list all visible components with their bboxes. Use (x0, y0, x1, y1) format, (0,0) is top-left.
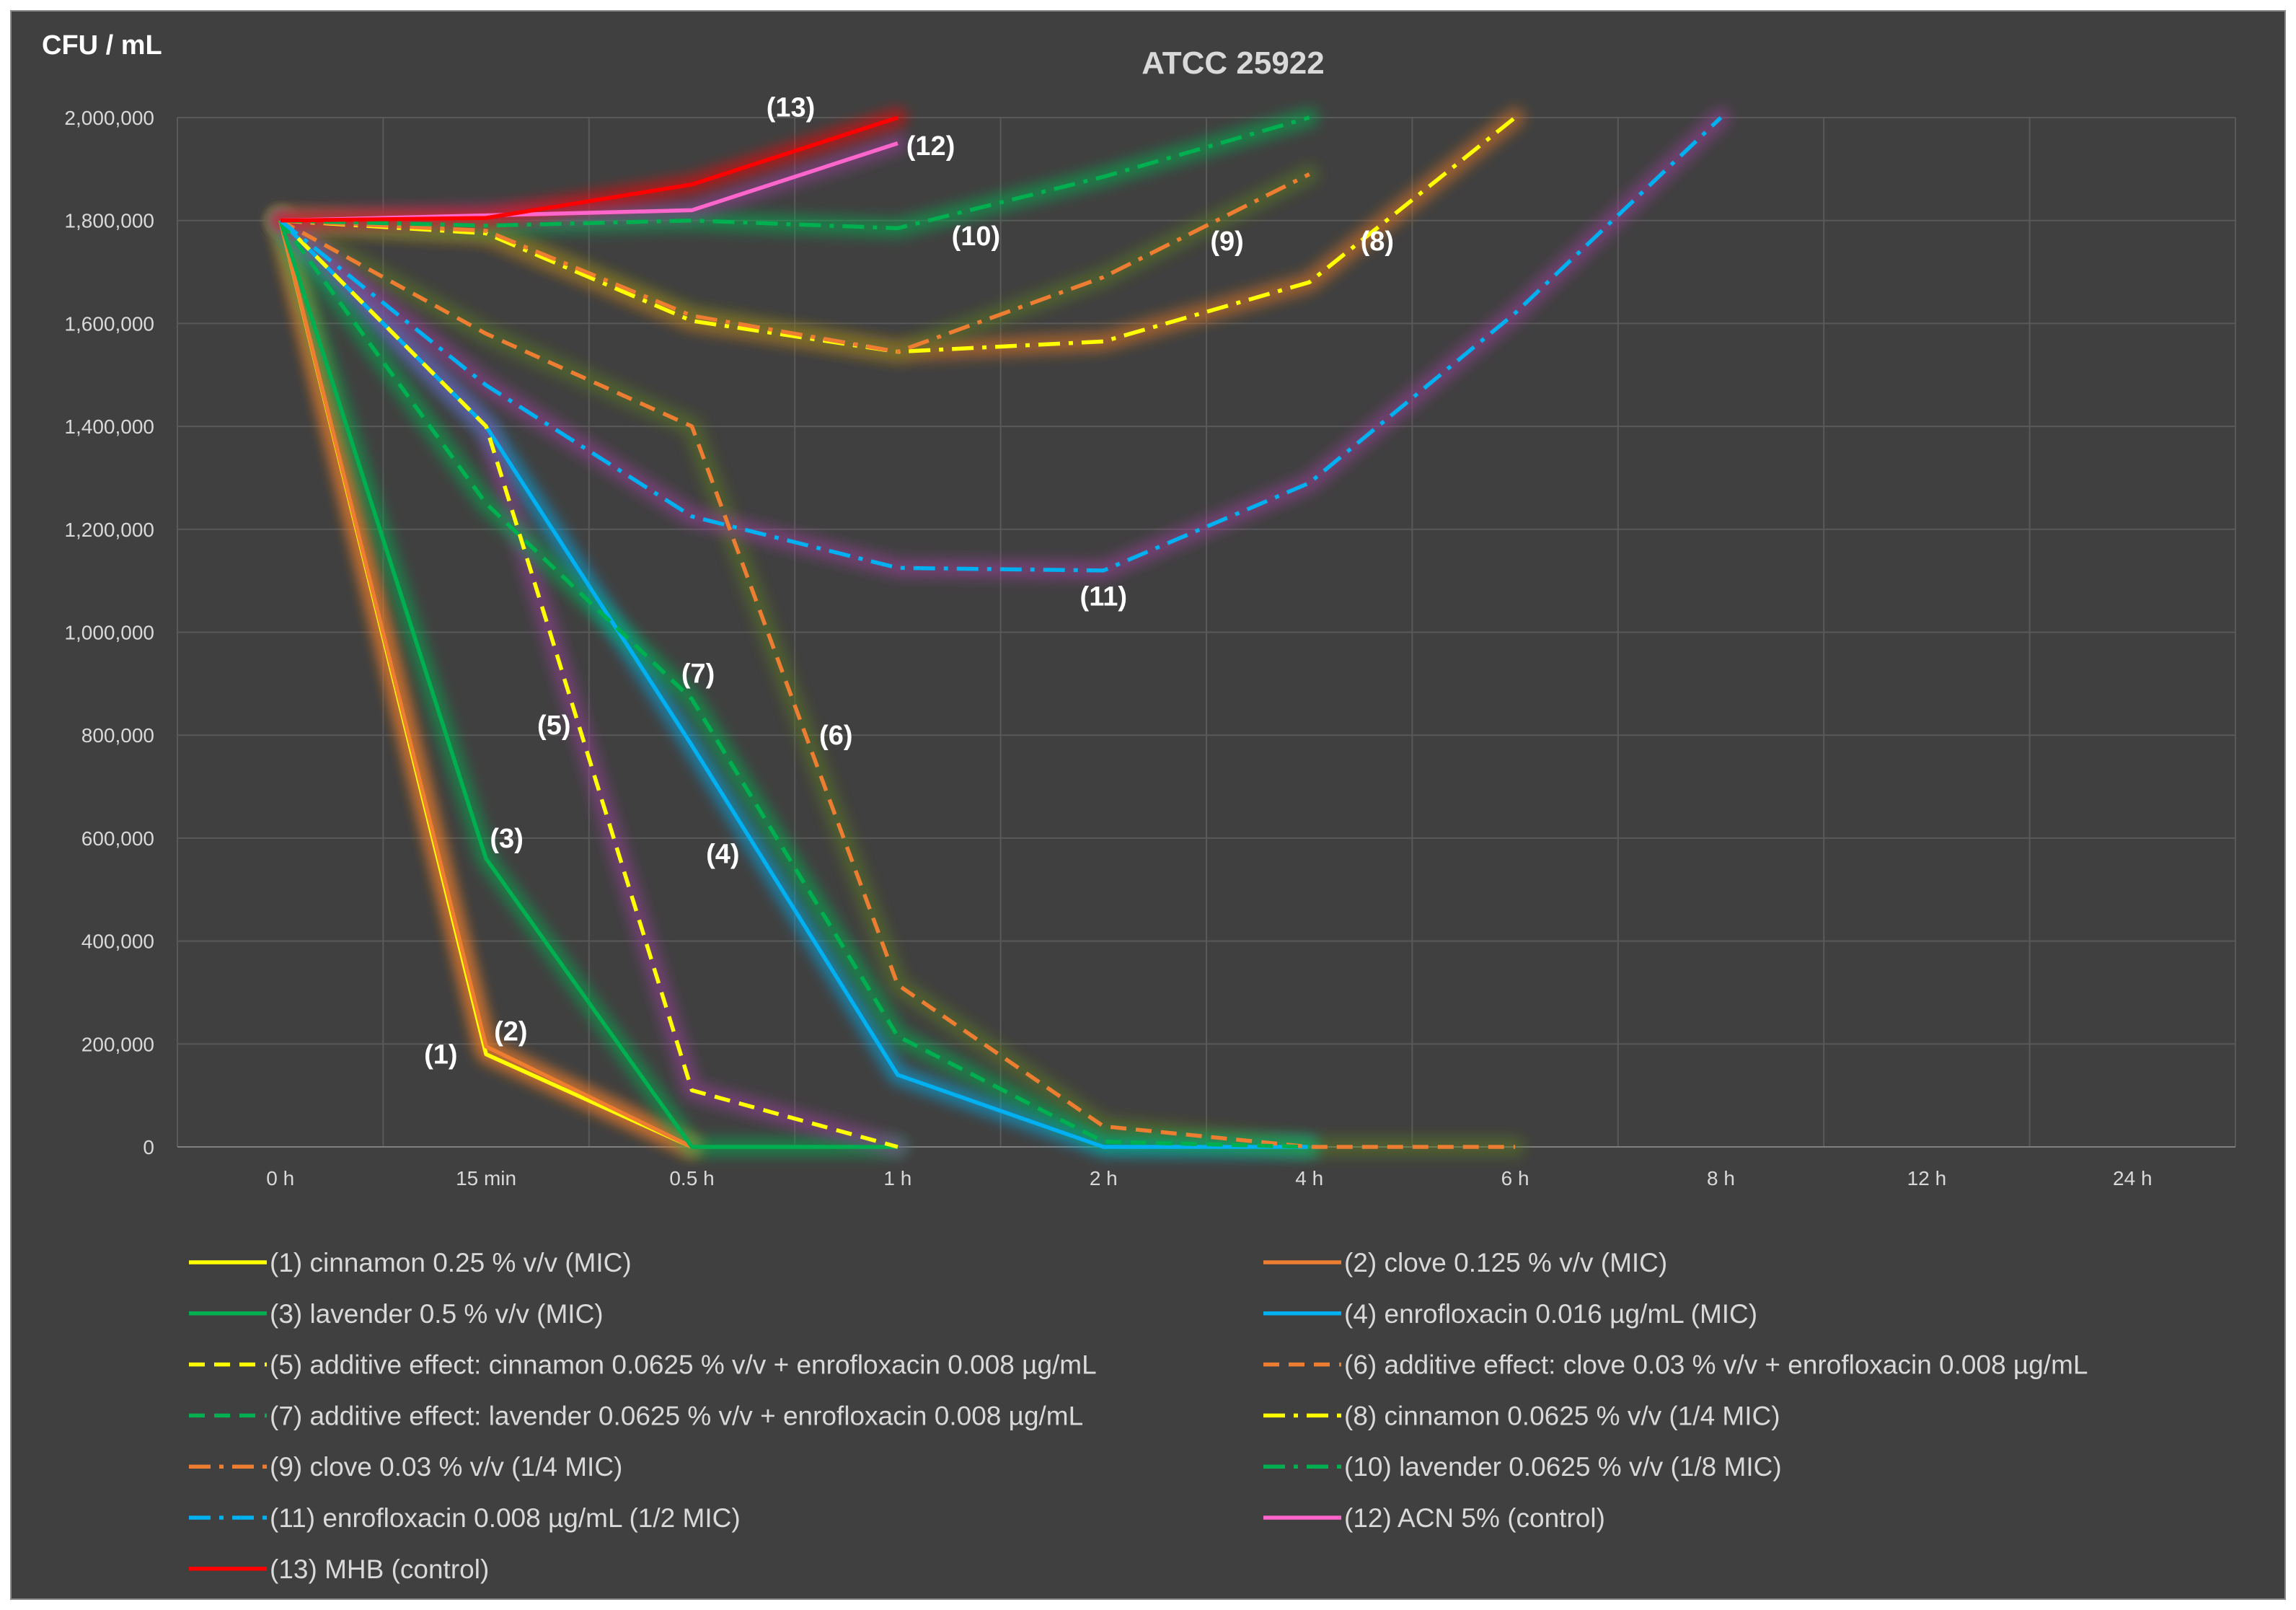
series-glow (270, 211, 702, 1156)
x-axis-ticks: 0 h 15 min 0.5 h 1 h 2 h 4 h 6 h 8 h 12 h 24 h (266, 1167, 2152, 1189)
y-axis-label: CFU / mL (42, 30, 162, 61)
y-tick-label: 800,000 (81, 724, 154, 747)
series-annotation: (13) (767, 93, 816, 123)
series-annotation: (4) (706, 839, 739, 869)
y-tick-label: 200,000 (81, 1033, 154, 1055)
legend-label: (1) cinnamon 0.25 % v/v (MIC) (270, 1248, 632, 1277)
series-annotation: (11) (1080, 582, 1127, 612)
legend-item: (2) clove 0.125 % v/v (MIC) (1263, 1248, 1667, 1277)
x-tick-label: 2 h (1090, 1167, 1118, 1189)
y-tick-label: 1,000,000 (64, 622, 154, 644)
y-tick-label: 2,000,000 (64, 107, 154, 129)
series-annotation: (7) (681, 659, 715, 690)
series-annotation: (1) (424, 1040, 457, 1070)
series-line (280, 115, 1310, 231)
y-axis-ticks: 2,000,000 1,800,000 1,600,000 1,400,000 1,20… (64, 107, 154, 1158)
x-tick-label: 1 h (883, 1167, 911, 1189)
x-tick-label: 4 h (1295, 1167, 1323, 1189)
legend-label: (4) enrofloxacin 0.016 µg/mL (MIC) (1344, 1299, 1757, 1329)
legend-item: (5) additive effect: cinnamon 0.0625 % v… (189, 1350, 1097, 1380)
legend-label: (5) additive effect: cinnamon 0.0625 % v… (270, 1350, 1097, 1380)
legend-item: (4) enrofloxacin 0.016 µg/mL (MIC) (1263, 1299, 1757, 1329)
legend-item: (8) cinnamon 0.0625 % v/v (1/4 MIC) (1263, 1401, 1780, 1430)
y-tick-label: 1,600,000 (64, 312, 154, 335)
series-line (279, 219, 1516, 1149)
series-annotation: (2) (494, 1016, 527, 1047)
y-tick-label: 1,400,000 (64, 415, 154, 438)
series-annotation: (10) (952, 221, 1001, 252)
series-line (280, 172, 1310, 354)
series-annotation: (5) (537, 711, 570, 741)
legend-label: (13) MHB (control) (270, 1554, 489, 1584)
legend-label: (9) clove 0.03 % v/v (1/4 MIC) (270, 1452, 622, 1482)
legend-label: (3) lavender 0.5 % v/v (MIC) (270, 1299, 604, 1329)
legend-item: (10) lavender 0.0625 % v/v (1/8 MIC) (1263, 1452, 1782, 1482)
y-tick-label: 1,800,000 (64, 210, 154, 232)
legend-item: (9) clove 0.03 % v/v (1/4 MIC) (189, 1452, 622, 1482)
series-line (278, 220, 693, 1149)
series-annotation: (3) (490, 824, 523, 854)
legend-item: (11) enrofloxacin 0.008 µg/mL (1/2 MIC) (189, 1503, 741, 1533)
series-annotation: (12) (906, 131, 955, 162)
chart-title: ATCC 25922 (1142, 45, 1325, 81)
series-line (280, 115, 898, 223)
series-annotations: (1) (2) (3) (4) (5) (6) (7) (8) (9) (10) (11) (12) (… (424, 93, 1394, 1070)
y-tick-label: 0 (143, 1136, 154, 1158)
x-tick-label: 24 h (2113, 1167, 2152, 1189)
legend-item: (1) cinnamon 0.25 % v/v (MIC) (189, 1248, 632, 1277)
series-line (278, 219, 898, 1149)
x-tick-label: 15 min (456, 1167, 516, 1189)
y-tick-label: 1,200,000 (64, 519, 154, 541)
y-tick-label: 400,000 (81, 931, 154, 953)
y-tick-label: 600,000 (81, 827, 154, 850)
legend-label: (7) additive effect: lavender 0.0625 % v… (270, 1401, 1083, 1430)
legend-label: (2) clove 0.125 % v/v (MIC) (1344, 1248, 1667, 1277)
series-line (278, 116, 1723, 573)
x-tick-label: 6 h (1501, 1167, 1529, 1189)
legend: (1) cinnamon 0.25 % v/v (MIC) (2) clove 0… (189, 1248, 2088, 1584)
legend-item: (3) lavender 0.5 % v/v (MIC) (189, 1299, 604, 1329)
x-tick-label: 0.5 h (669, 1167, 714, 1189)
legend-label: (12) ACN 5% (control) (1344, 1503, 1605, 1533)
series-lines (270, 108, 1731, 1156)
gridlines (177, 117, 2236, 1148)
legend-label: (11) enrofloxacin 0.008 µg/mL (1/2 MIC) (270, 1503, 741, 1533)
legend-label: (10) lavender 0.0625 % v/v (1/8 MIC) (1344, 1452, 1782, 1482)
series-line (278, 219, 898, 1149)
legend-item: (6) additive effect: clove 0.03 % v/v + … (1263, 1350, 2088, 1380)
x-tick-label: 12 h (1907, 1167, 1947, 1189)
x-tick-label: 0 h (266, 1167, 294, 1189)
legend-label: (6) additive effect: clove 0.03 % v/v + … (1344, 1350, 2088, 1380)
legend-item: (13) MHB (control) (189, 1554, 489, 1584)
series-line (278, 219, 1310, 1149)
legend-label: (8) cinnamon 0.0625 % v/v (1/4 MIC) (1344, 1401, 1780, 1430)
series-annotation: (8) (1361, 226, 1394, 257)
series-annotation: (6) (819, 721, 852, 751)
x-tick-label: 8 h (1707, 1167, 1735, 1189)
legend-item: (7) additive effect: lavender 0.0625 % v… (189, 1401, 1083, 1430)
series-annotation: (9) (1210, 226, 1243, 257)
legend-item: (12) ACN 5% (control) (1263, 1503, 1605, 1533)
